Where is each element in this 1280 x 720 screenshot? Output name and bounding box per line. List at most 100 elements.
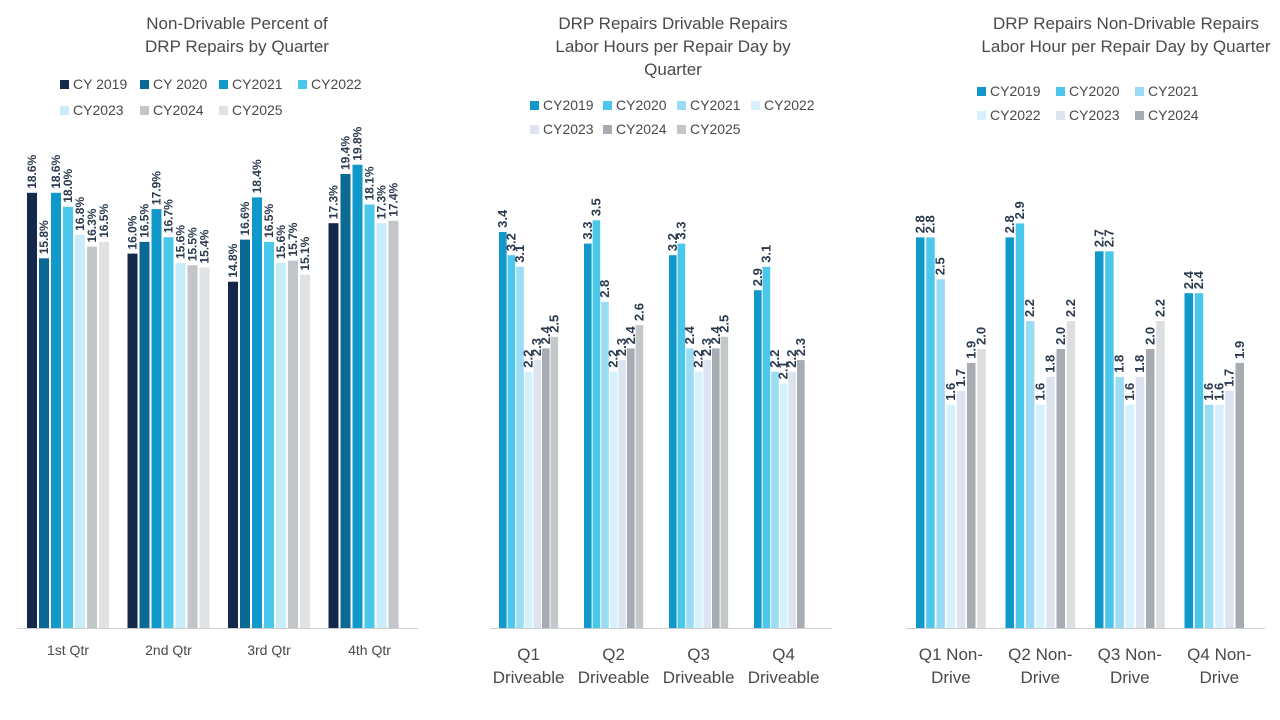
legend-swatch [603, 101, 612, 110]
bar [352, 164, 363, 628]
bar [228, 281, 238, 628]
legend-swatch [530, 101, 539, 110]
legend-swatch [1135, 111, 1144, 120]
bar [507, 255, 516, 628]
data-label: 2.9 [750, 268, 765, 286]
chart-legend: CY 2019 CY 2020 CY2021 CY2022 CY2023 CY2024 CY… [60, 76, 362, 118]
data-label: 17.4% [387, 182, 401, 216]
bar [779, 383, 788, 629]
bar [187, 265, 198, 628]
category-label: Driveable [748, 668, 820, 687]
category-label: Driveable [663, 668, 735, 687]
bar [151, 209, 162, 628]
bar [340, 174, 351, 628]
bar [1194, 293, 1204, 628]
data-label: 2.2 [521, 350, 536, 368]
bar [27, 192, 37, 629]
data-label: 17.9% [150, 171, 164, 205]
bar [39, 258, 49, 628]
bar [1184, 293, 1193, 628]
chart-bars: 2.82.82.51.61.71.92.02.82.92.21.61.82.02… [912, 201, 1247, 629]
legend-label: CY2021 [1148, 83, 1199, 99]
bar [288, 260, 298, 628]
bar [1056, 349, 1065, 628]
data-label: 2.8 [597, 280, 612, 298]
data-label: 2.9 [1012, 201, 1027, 219]
data-label: 16.6% [238, 201, 252, 235]
bar [1125, 404, 1135, 628]
bar [51, 192, 61, 629]
bar [754, 290, 762, 628]
legend-swatch [60, 80, 69, 89]
legend-item: CY2024 [1135, 107, 1199, 123]
data-label: 2.2 [606, 350, 621, 368]
data-label: 2.5 [716, 315, 731, 333]
bar [1115, 376, 1124, 628]
bar [592, 220, 601, 629]
bar [936, 279, 945, 629]
data-label: 2.3 [793, 338, 808, 356]
legend-label: CY 2019 [73, 76, 127, 92]
bar [252, 197, 262, 628]
bar [240, 239, 250, 628]
bar [1095, 251, 1104, 629]
data-label: 15.5% [186, 227, 200, 261]
data-label: 16.8% [73, 197, 87, 231]
data-label: 2.2 [1022, 299, 1037, 317]
bar [499, 231, 507, 628]
data-label: 2.3 [529, 338, 544, 356]
legend-swatch [977, 111, 986, 120]
bar [533, 360, 541, 628]
legend-label: CY 2020 [153, 76, 207, 92]
data-label: 3.4 [495, 209, 510, 228]
bar [694, 371, 703, 628]
bar [712, 348, 720, 628]
data-label: 1.8 [1043, 355, 1058, 373]
category-label: Driveable [578, 668, 650, 687]
legend-swatch [60, 106, 69, 115]
bar [686, 348, 694, 628]
bar [797, 360, 805, 628]
legend-item: CY2019 [530, 97, 594, 113]
category-label: 2nd Qtr [145, 642, 192, 658]
data-label: 3.3 [580, 222, 595, 240]
legend-swatch [751, 101, 760, 110]
data-label: 1.8 [1112, 355, 1127, 373]
bar [364, 204, 375, 628]
data-label: 2.3 [699, 338, 714, 356]
bar [771, 371, 779, 628]
legend-item: CY2025 [219, 102, 283, 118]
legend-item: CY2024 [603, 121, 667, 137]
legend-item: CY 2020 [140, 76, 207, 92]
bar [550, 336, 559, 629]
data-label: 15.6% [174, 225, 188, 259]
bar [677, 243, 686, 628]
bar [1146, 349, 1155, 628]
data-label: 16.3% [85, 208, 99, 242]
bar [388, 220, 399, 629]
data-label: 1.7 [953, 369, 968, 387]
chart-nondrivable-labor-hours: DRP Repairs Non-Drivable Repairs Labor Ho… [906, 14, 1271, 687]
data-label: 2.0 [1142, 327, 1157, 345]
bar [916, 237, 925, 628]
data-label: 14.8% [226, 243, 240, 277]
data-label: 2.1 [776, 361, 791, 379]
data-label: 1.6 [1211, 383, 1226, 401]
bar [703, 360, 711, 628]
data-label: 2.4 [1181, 270, 1196, 289]
legend-label: CY2024 [616, 121, 667, 137]
data-label: 2.8 [1002, 215, 1017, 233]
data-label: 3.2 [665, 233, 680, 251]
data-label: 15.1% [298, 236, 312, 270]
bar [175, 263, 186, 628]
legend-swatch [1056, 87, 1065, 96]
category-label: Drive [1110, 668, 1150, 687]
legend-label: CY2022 [764, 97, 815, 113]
data-label: 3.2 [503, 233, 518, 251]
chart-title: Non-Drivable Percent of [146, 14, 328, 33]
data-label: 1.6 [1201, 383, 1216, 401]
bar [627, 348, 635, 628]
legend-label: CY2020 [1069, 83, 1120, 99]
bar [63, 206, 73, 629]
